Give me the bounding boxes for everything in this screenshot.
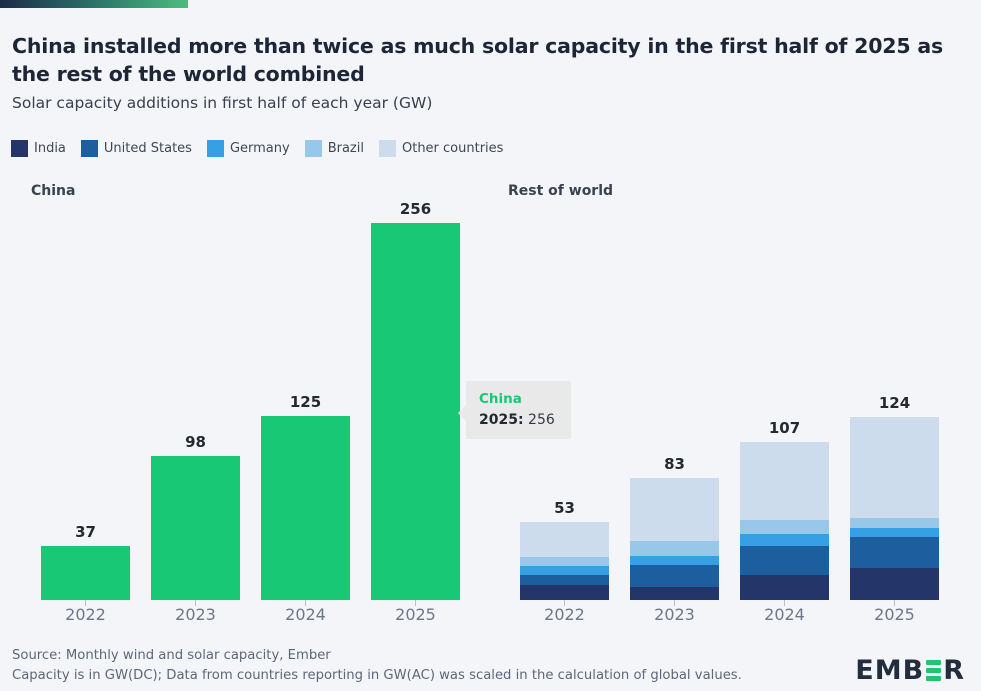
value-label-china-2023: 98 <box>185 432 206 451</box>
legend-swatch-icon <box>80 140 98 157</box>
axis-tick <box>415 600 416 606</box>
segment-germany[interactable] <box>630 555 719 565</box>
segment-united-states[interactable] <box>850 536 939 568</box>
legend-swatch-icon <box>11 140 28 157</box>
x-axis-label-china-2024: 2024 <box>285 605 326 624</box>
segment-brazil[interactable] <box>630 541 719 556</box>
value-label-rest-2025: 124 <box>878 394 911 413</box>
segment-germany[interactable] <box>740 533 829 546</box>
bar-china-2022[interactable] <box>41 545 130 600</box>
bar-china-2023[interactable] <box>151 455 240 600</box>
segment-germany[interactable] <box>520 566 609 575</box>
bar-china-2025[interactable] <box>371 223 460 600</box>
segment-germany[interactable] <box>850 527 939 537</box>
legend-label: India <box>34 141 66 156</box>
segment-brazil[interactable] <box>740 520 829 534</box>
axis-tick <box>305 600 306 606</box>
segment-india[interactable] <box>850 567 939 600</box>
tooltip-year: 2025: <box>479 412 524 428</box>
page-title: China installed more than twice as much … <box>12 33 944 87</box>
axis-tick <box>784 600 785 606</box>
logo-text-right: R <box>943 655 965 686</box>
panel-label-china: China <box>31 183 76 199</box>
legend-label: Other countries <box>401 141 504 156</box>
tooltip-arrow-icon <box>458 405 466 421</box>
axis-tick <box>85 600 86 606</box>
x-axis-label-rest-2022: 2022 <box>544 605 585 624</box>
segment-india[interactable] <box>630 586 719 600</box>
panel-label-rest-of-world: Rest of world <box>508 183 614 199</box>
axis-tick <box>564 600 565 606</box>
segment-other-countries[interactable] <box>630 477 719 542</box>
legend-label: United States <box>103 141 192 156</box>
brand-gradient-bar <box>0 0 188 8</box>
legend-swatch-icon <box>304 140 322 157</box>
x-axis-label-rest-2023: 2023 <box>654 605 695 624</box>
axis-tick <box>195 600 196 606</box>
tooltip: China 2025: 256 <box>458 381 571 439</box>
bar-rest-2022[interactable] <box>520 521 609 600</box>
x-axis-label-china-2022: 2022 <box>65 605 106 624</box>
bar-rest-2023[interactable] <box>630 477 719 600</box>
value-label-china-2024: 125 <box>289 392 322 411</box>
axis-tick <box>674 600 675 606</box>
logo-green-e-icon <box>926 660 942 681</box>
legend-item-united-states[interactable]: United States <box>80 140 192 157</box>
legend-swatch-icon <box>378 140 396 157</box>
value-label-rest-2023: 83 <box>664 454 685 473</box>
segment-other-countries[interactable] <box>740 442 829 521</box>
x-axis-label-china-2023: 2023 <box>175 605 216 624</box>
value-label-rest-2024: 107 <box>768 419 801 438</box>
source-line-1: Source: Monthly wind and solar capacity,… <box>12 648 331 663</box>
legend-item-germany[interactable]: Germany <box>206 140 290 157</box>
segment-other-countries[interactable] <box>520 521 609 558</box>
segment-india[interactable] <box>520 585 609 600</box>
segment-united-states[interactable] <box>630 564 719 587</box>
logo-text-left: EMB <box>855 655 925 686</box>
tooltip-value: 256 <box>528 412 555 428</box>
x-axis-label-rest-2024: 2024 <box>764 605 805 624</box>
bar-rest-2025[interactable] <box>850 417 939 600</box>
chart-subtitle: Solar capacity additions in first half o… <box>12 94 433 112</box>
value-label-china-2025: 256 <box>399 200 432 218</box>
bar-china-2024[interactable] <box>261 415 350 600</box>
tooltip-series: China <box>479 391 522 407</box>
x-axis-label-rest-2025: 2025 <box>874 605 915 624</box>
source-line-2: Capacity is in GW(DC); Data from countri… <box>12 668 742 684</box>
source-note: Source: Monthly wind and solar capacity,… <box>12 646 842 687</box>
legend-label: Germany <box>229 141 290 156</box>
segment-india[interactable] <box>740 574 829 600</box>
value-label-rest-2022: 53 <box>554 498 575 517</box>
value-label-china-2022: 37 <box>75 522 96 541</box>
legend-item-other-countries[interactable]: Other countries <box>378 140 504 157</box>
segment-united-states[interactable] <box>520 574 609 586</box>
axis-tick <box>894 600 895 606</box>
legend-item-india[interactable]: India <box>11 140 66 157</box>
legend: India United States Germany Brazil Other cou… <box>11 140 503 157</box>
legend-label: Brazil <box>327 141 364 156</box>
ember-logo: EMB R <box>855 655 965 686</box>
segment-other-countries[interactable] <box>850 417 939 518</box>
legend-swatch-icon <box>206 140 224 157</box>
bar-rest-2024[interactable] <box>740 442 829 600</box>
tooltip-value-line: 2025: 256 <box>479 412 571 428</box>
legend-item-brazil[interactable]: Brazil <box>304 140 364 157</box>
x-axis-label-china-2025: 2025 <box>395 605 436 624</box>
segment-brazil[interactable] <box>520 557 609 567</box>
segment-united-states[interactable] <box>740 545 829 575</box>
segment-brazil[interactable] <box>850 517 939 528</box>
